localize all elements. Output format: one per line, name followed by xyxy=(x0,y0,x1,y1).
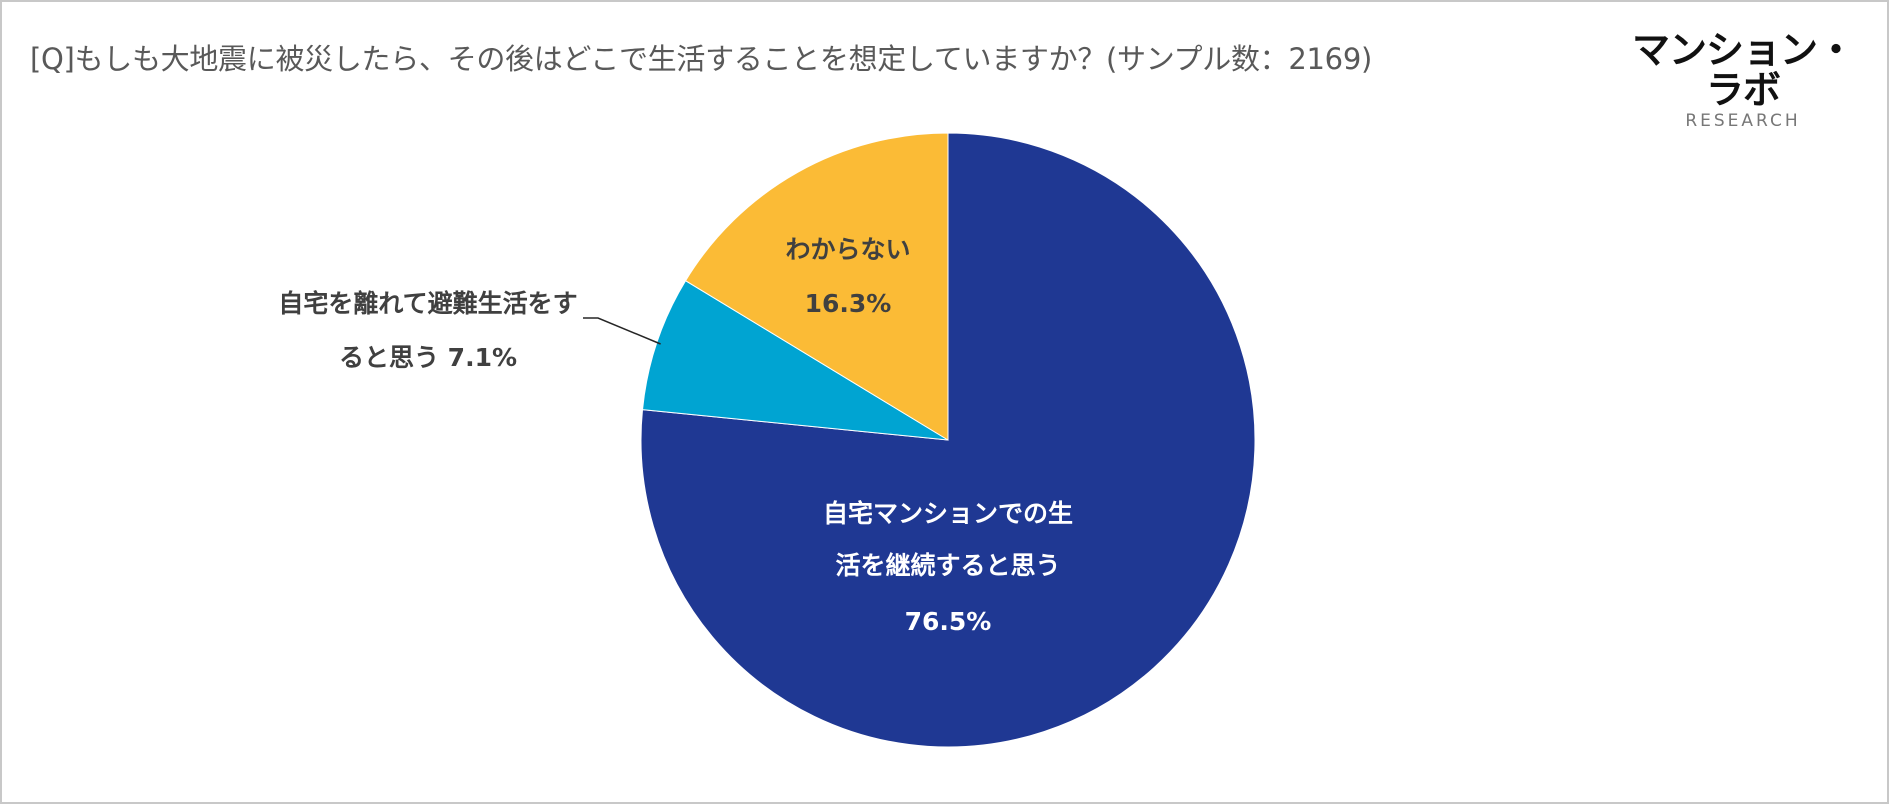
slice-label-1-line-1: 自宅マンションでの生 xyxy=(823,499,1073,528)
slice-label-1-line-2: 活を継続すると思う xyxy=(835,551,1060,580)
pie-slice-3 xyxy=(684,132,949,441)
slice-label-2-line-2: ると思う 7.1% xyxy=(339,343,517,372)
brand-sub: RESEARCH xyxy=(1685,111,1801,131)
chart-title: [Q]もしも大地震に被災したら、その後はどこで生活することを想定していますか？(… xyxy=(30,42,1372,76)
brand-logo: マンション・ラボ RESEARCH xyxy=(1623,30,1863,130)
slice-label-2-line-1: 自宅を離れて避難生活をす xyxy=(278,289,577,318)
slice-label-3-line-1: わからない xyxy=(785,235,910,264)
pie-slice-1 xyxy=(640,132,1256,748)
leader-line xyxy=(583,317,661,345)
slice-value-3: 16.3% xyxy=(805,289,892,318)
slice-value-1: 76.5% xyxy=(905,607,992,636)
brand-name: マンション・ラボ xyxy=(1631,28,1855,112)
